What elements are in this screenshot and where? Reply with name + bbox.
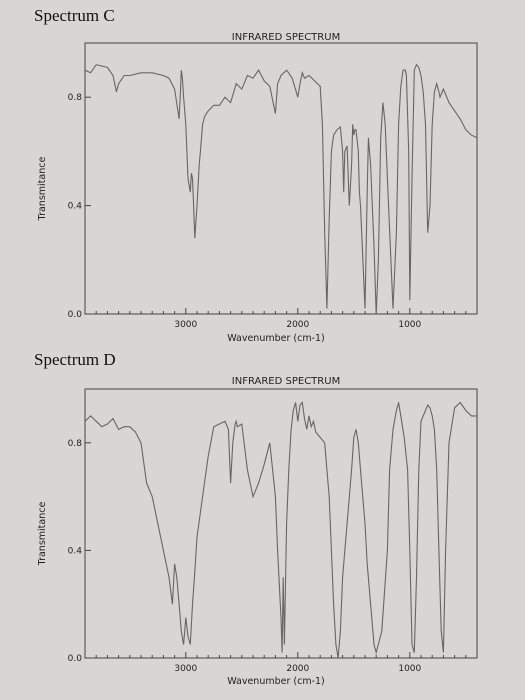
spectrum-trace-c: [84, 63, 478, 315]
x-tick-label-d: 2000: [286, 664, 309, 674]
x-tick-label-c: 1000: [398, 320, 421, 330]
plot-frame-d: [84, 388, 478, 659]
y-tick-label-d: 0.4: [68, 546, 83, 556]
chart-title-d: INFRARED SPECTRUM: [232, 376, 340, 387]
spectrum-c-label: Spectrum C: [34, 6, 115, 25]
spectrum-d-label: Spectrum D: [34, 350, 116, 369]
chart-c: INFRARED SPECTRUM 3000 2000 1000 0.0 0.4 0.8 Wa…: [37, 32, 478, 344]
y-tick-label-d: 0.8: [68, 439, 83, 449]
y-axis-label-d: Transmitance: [37, 502, 48, 567]
x-tick-label-c: 2000: [286, 320, 309, 330]
y-tick-label-d: 0.0: [68, 654, 83, 664]
spectrum-trace-d: [84, 401, 477, 659]
y-tick-label-c: 0.4: [68, 202, 83, 212]
x-tick-label-d: 1000: [398, 664, 421, 674]
chart-d: INFRARED SPECTRUM 3000 2000 1000 0.0 0.4 0.8 Wa…: [37, 376, 478, 687]
y-tick-label-c: 0.8: [68, 93, 83, 103]
y-axis-label-c: Transmitance: [37, 157, 48, 222]
x-axis-label-d: Wavenumber (cm-1): [227, 676, 325, 687]
x-tick-label-d: 3000: [174, 664, 197, 674]
x-axis-label-c: Wavenumber (cm-1): [227, 333, 325, 344]
y-tick-label-c: 0.0: [68, 310, 83, 320]
plot-frame-c: [84, 42, 478, 315]
chart-title-c: INFRARED SPECTRUM: [232, 32, 340, 43]
x-tick-label-c: 3000: [174, 320, 197, 330]
